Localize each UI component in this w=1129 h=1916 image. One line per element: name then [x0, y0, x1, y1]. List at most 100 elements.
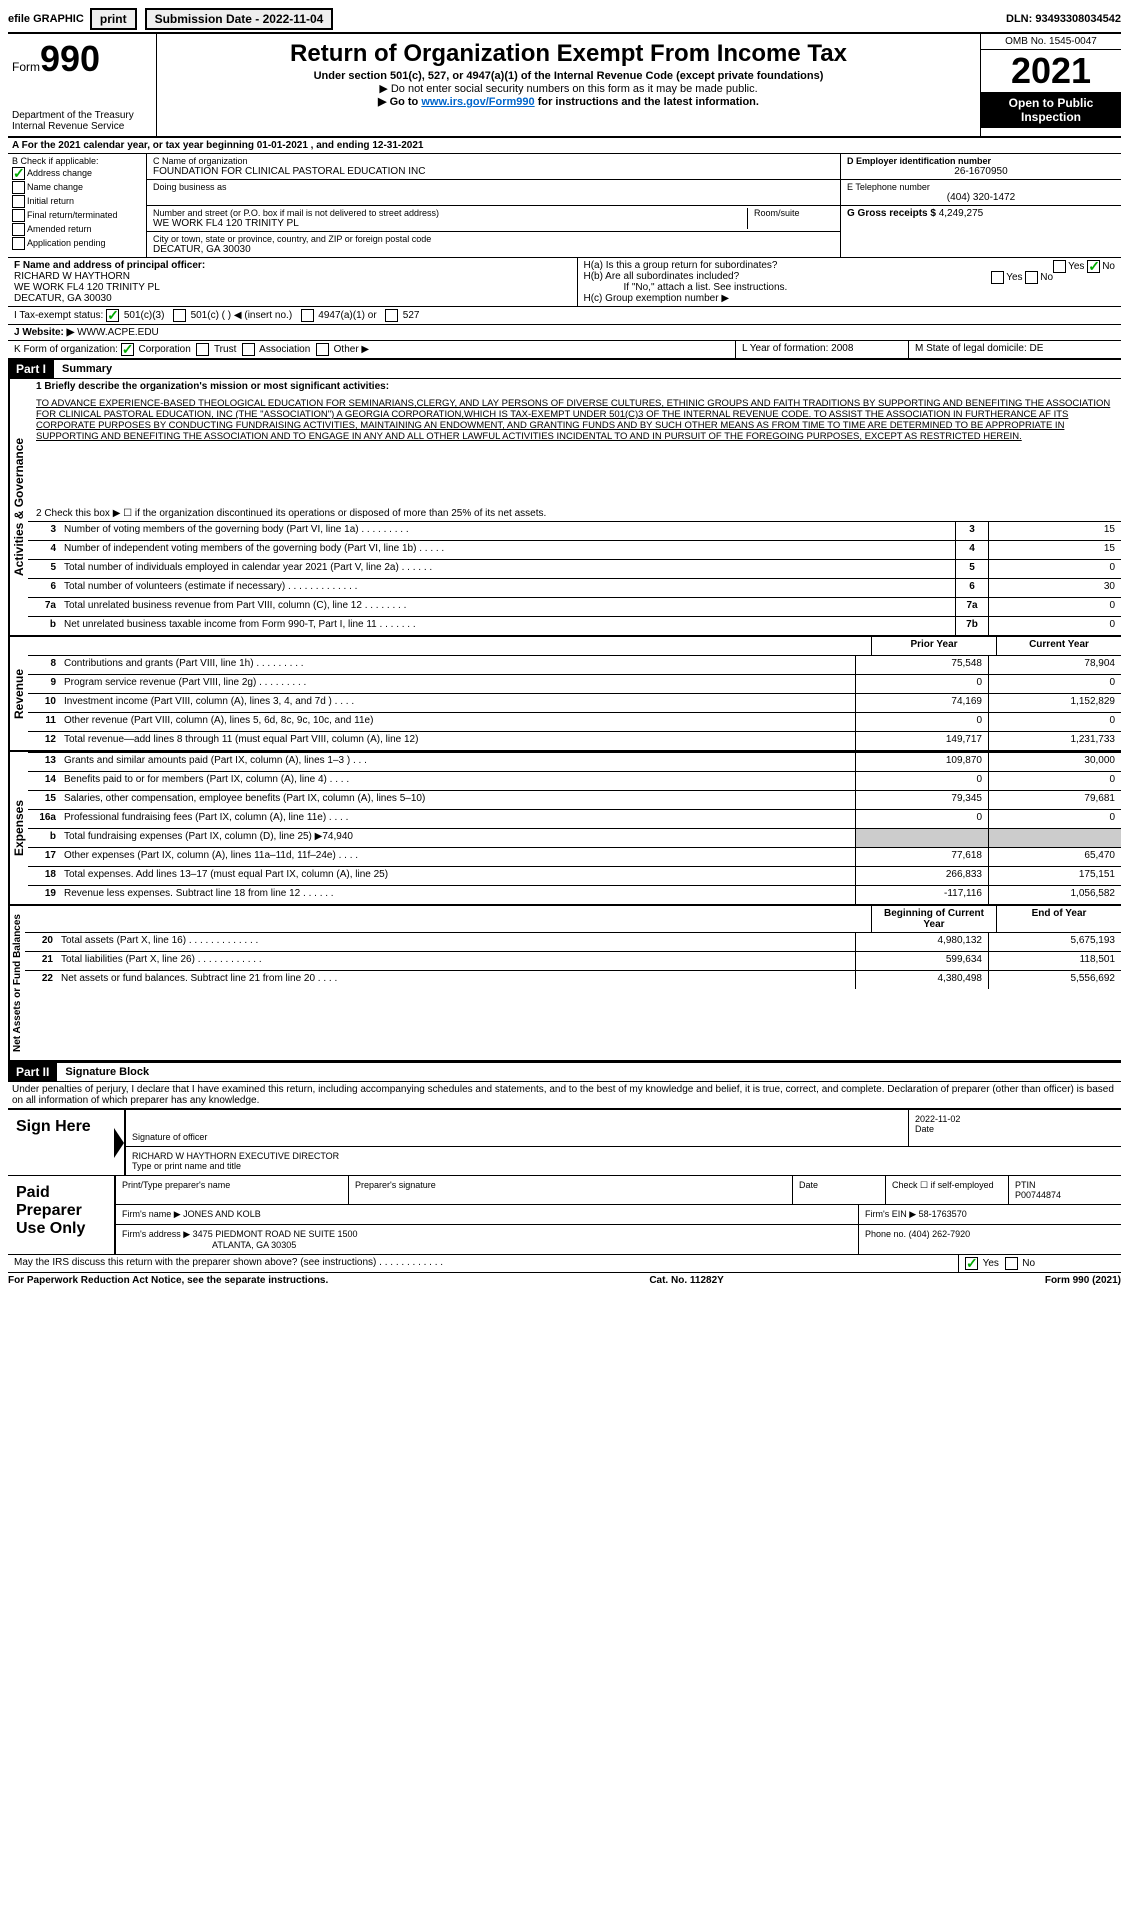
year-formed-label: L Year of formation:: [742, 343, 828, 354]
check-trust[interactable]: [196, 343, 209, 356]
part1-tag: Part I: [8, 360, 54, 378]
current-year-header: Current Year: [996, 637, 1121, 655]
check-final-return[interactable]: Final return/terminated: [12, 209, 142, 222]
top-bar: efile GRAPHIC print Submission Date - 20…: [8, 8, 1121, 34]
dba-label: Doing business as: [153, 182, 834, 192]
row-f-h: F Name and address of principal officer:…: [8, 258, 1121, 307]
firm-addr: 3475 PIEDMONT ROAD NE SUITE 1500: [193, 1229, 358, 1239]
check-501c[interactable]: [173, 309, 186, 322]
net-label: Net Assets or Fund Balances: [8, 906, 25, 1060]
check-4947[interactable]: [301, 309, 314, 322]
table-row: 14Benefits paid to or for members (Part …: [28, 771, 1121, 790]
check-assoc[interactable]: [242, 343, 255, 356]
subtitle-2: ▶ Do not enter social security numbers o…: [161, 82, 976, 95]
officer-addr: WE WORK FL4 120 TRINITY PL: [14, 282, 160, 293]
officer-city: DECATUR, GA 30030: [14, 293, 112, 304]
open-public-badge: Open to Public Inspection: [981, 92, 1121, 128]
addr-label: Number and street (or P.O. box if mail i…: [153, 208, 747, 218]
officer-name: RICHARD W HAYTHORN: [14, 271, 130, 282]
info-grid: B Check if applicable: Address change Na…: [8, 154, 1121, 258]
check-corp[interactable]: [121, 343, 134, 356]
mission-label: 1 Briefly describe the organization's mi…: [36, 381, 389, 392]
tax-year: 2021: [981, 50, 1121, 92]
irs-link[interactable]: www.irs.gov/Form990: [421, 96, 534, 108]
table-row: 17Other expenses (Part IX, column (A), l…: [28, 847, 1121, 866]
period-row: A For the 2021 calendar year, or tax yea…: [8, 138, 1121, 154]
phone-label: E Telephone number: [847, 182, 1115, 192]
part1-title: Summary: [54, 361, 120, 377]
check-name-change[interactable]: Name change: [12, 181, 142, 194]
subtitle-3: ▶ Go to www.irs.gov/Form990 for instruct…: [161, 95, 976, 108]
org-name: FOUNDATION FOR CLINICAL PASTORAL EDUCATI…: [153, 166, 834, 177]
discuss-yes[interactable]: [965, 1257, 978, 1270]
firm-phone-label: Phone no.: [865, 1229, 906, 1239]
website-url: WWW.ACPE.EDU: [77, 327, 159, 338]
check-527[interactable]: [385, 309, 398, 322]
table-row: 10Investment income (Part VIII, column (…: [28, 693, 1121, 712]
table-row: 20Total assets (Part X, line 16) . . . .…: [25, 932, 1121, 951]
org-phone: (404) 320-1472: [847, 192, 1115, 203]
check-initial-return[interactable]: Initial return: [12, 195, 142, 208]
sig-officer-label: Signature of officer: [132, 1132, 902, 1142]
expenses-section: Expenses 13Grants and similar amounts pa…: [8, 752, 1121, 906]
table-row: 12Total revenue—add lines 8 through 11 (…: [28, 731, 1121, 750]
table-row: 8Contributions and grants (Part VIII, li…: [28, 655, 1121, 674]
row-i: I Tax-exempt status: 501(c)(3) 501(c) ( …: [8, 307, 1121, 325]
org-name-label: C Name of organization: [153, 156, 834, 166]
paid-preparer-label: Paid Preparer Use Only: [8, 1176, 114, 1254]
date-label: Date: [915, 1124, 1115, 1134]
discuss-no[interactable]: [1005, 1257, 1018, 1270]
sign-here-label: Sign Here: [8, 1110, 114, 1175]
line-2: 2 Check this box ▶ ☐ if the organization…: [28, 506, 1121, 521]
print-button[interactable]: print: [90, 8, 137, 30]
form-org-label: K Form of organization:: [14, 344, 118, 355]
firm-city: ATLANTA, GA 30305: [122, 1240, 296, 1250]
check-other[interactable]: [316, 343, 329, 356]
part2-title: Signature Block: [57, 1064, 157, 1080]
check-501c3[interactable]: [106, 309, 119, 322]
discuss-row: May the IRS discuss this return with the…: [8, 1255, 1121, 1273]
mission-text: TO ADVANCE EXPERIENCE-BASED THEOLOGICAL …: [28, 394, 1121, 446]
domicile-label: M State of legal domicile:: [915, 343, 1027, 354]
h-a: H(a) Is this a group return for subordin…: [584, 260, 1116, 271]
prep-name-label: Print/Type preparer's name: [122, 1180, 342, 1190]
check-amended-return[interactable]: Amended return: [12, 223, 142, 236]
check-app-pending[interactable]: Application pending: [12, 237, 142, 250]
penalty-text: Under penalties of perjury, I declare th…: [8, 1082, 1121, 1108]
row-j: J Website: ▶ WWW.ACPE.EDU: [8, 325, 1121, 341]
table-row: 3Number of voting members of the governi…: [28, 521, 1121, 540]
col-c: C Name of organization FOUNDATION FOR CL…: [147, 154, 841, 257]
signature-section: Sign Here Signature of officer 2022-11-0…: [8, 1108, 1121, 1255]
table-row: 11Other revenue (Part VIII, column (A), …: [28, 712, 1121, 731]
col-b-label: B Check if applicable:: [12, 156, 142, 166]
self-emp-check[interactable]: Check ☐ if self-employed: [892, 1180, 1002, 1191]
col-d: D Employer identification number 26-1670…: [841, 154, 1121, 257]
table-row: 18Total expenses. Add lines 13–17 (must …: [28, 866, 1121, 885]
table-row: 15Salaries, other compensation, employee…: [28, 790, 1121, 809]
expenses-label: Expenses: [8, 752, 28, 904]
footer-left: For Paperwork Reduction Act Notice, see …: [8, 1275, 328, 1286]
revenue-label: Revenue: [8, 637, 28, 750]
ptin-label: PTIN: [1015, 1180, 1115, 1190]
discuss-text: May the IRS discuss this return with the…: [8, 1255, 958, 1272]
sig-date: 2022-11-02: [915, 1114, 1115, 1124]
tax-status-label: I Tax-exempt status:: [14, 310, 103, 321]
check-address-change[interactable]: Address change: [12, 167, 142, 180]
table-row: bNet unrelated business taxable income f…: [28, 616, 1121, 635]
firm-phone: (404) 262-7920: [909, 1229, 971, 1239]
gross-label: G Gross receipts $: [847, 208, 936, 219]
governance-label: Activities & Governance: [8, 379, 28, 635]
table-row: 7aTotal unrelated business revenue from …: [28, 597, 1121, 616]
name-type-label: Type or print name and title: [132, 1161, 1115, 1171]
dept-label: Department of the Treasury Internal Reve…: [12, 110, 152, 132]
ein-label: D Employer identification number: [847, 156, 1115, 166]
domicile: DE: [1030, 343, 1044, 354]
page-footer: For Paperwork Reduction Act Notice, see …: [8, 1273, 1121, 1286]
eoy-header: End of Year: [996, 906, 1121, 932]
part2-header: Part II Signature Block: [8, 1062, 1121, 1082]
website-label: J Website: ▶: [14, 327, 74, 338]
table-row: 5Total number of individuals employed in…: [28, 559, 1121, 578]
part1-header: Part I Summary: [8, 359, 1121, 379]
table-row: 9Program service revenue (Part VIII, lin…: [28, 674, 1121, 693]
year-formed: 2008: [831, 343, 853, 354]
